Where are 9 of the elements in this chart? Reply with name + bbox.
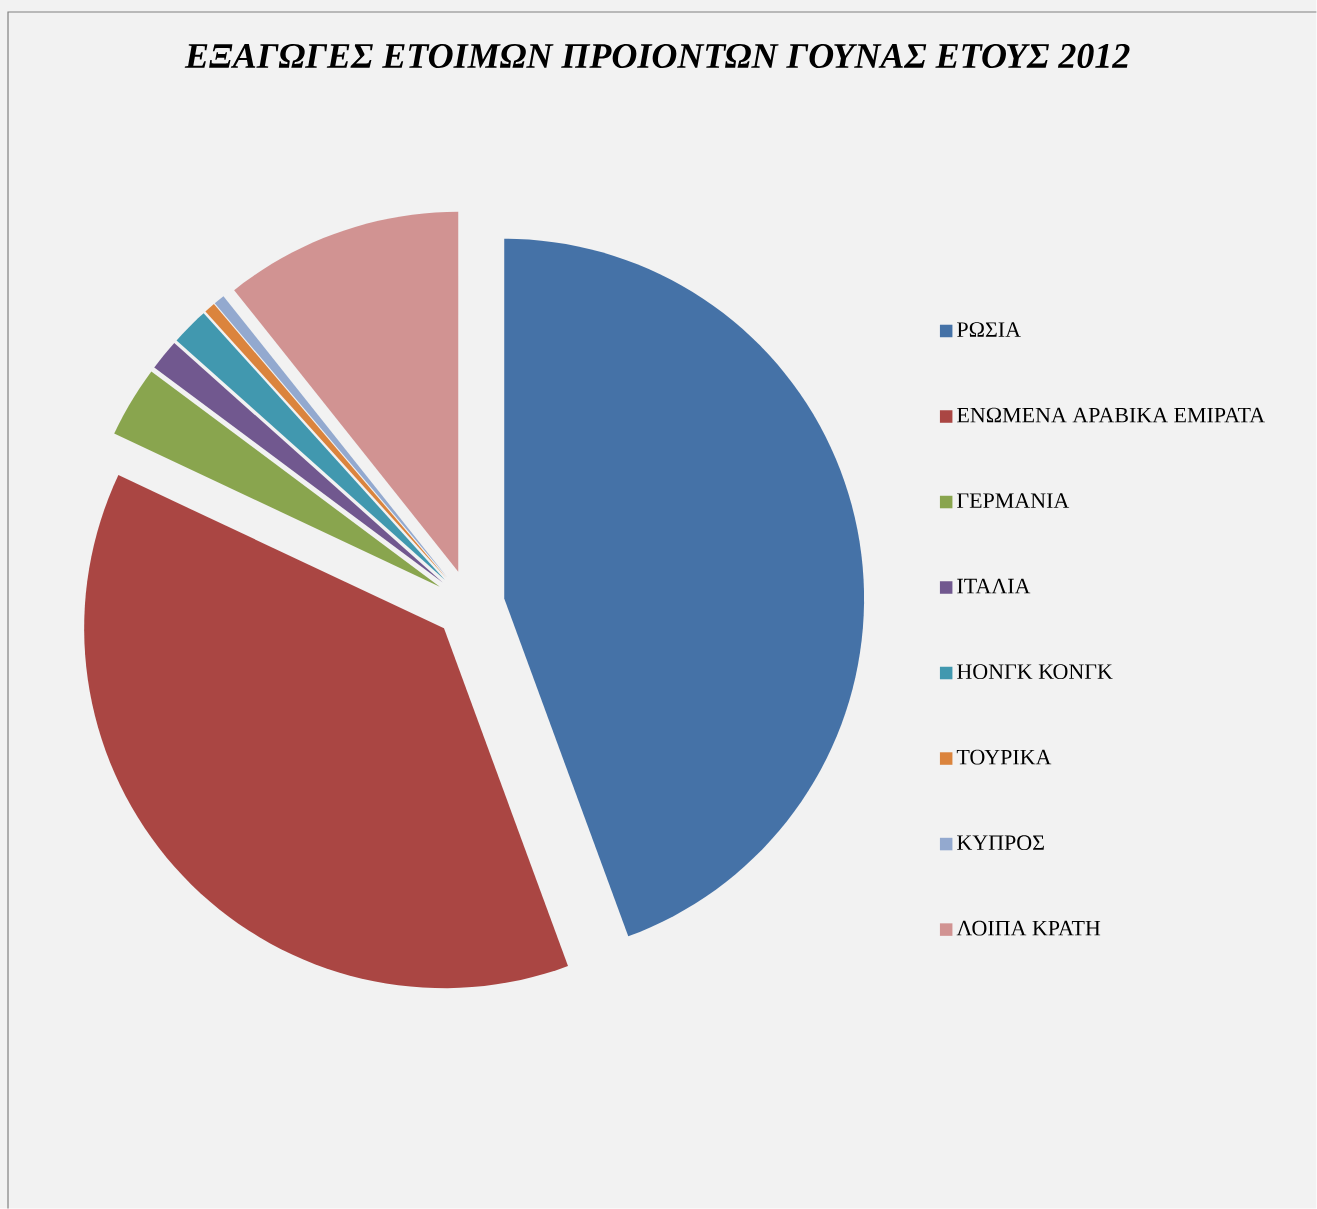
- legend-label: ΕΝΩΜΕΝΑ ΑΡΑΒΙΚΑ ΕΜΙΡΑΤΑ: [957, 407, 1265, 423]
- legend-label: ΗΟΝΓΚ ΚΟΝΓΚ: [957, 664, 1113, 679]
- chart-title: ΕΞΑΓΩΓΕΣ ΕΤΟΙΜΩΝ ΠΡΟΙΟΝΤΩΝ ΓΟΥΝΑΣ ΕΤΟΥΣ 2012: [184, 43, 1130, 69]
- legend-label: ΡΩΣΙΑ: [957, 322, 1021, 337]
- legend-label: ΙΤΑΛΙΑ: [957, 578, 1031, 594]
- legend-label: ΛΟΙΠΑ ΚΡΑΤΗ: [956, 920, 1101, 936]
- legend-label: ΓΕΡΜΑΝΙΑ: [957, 493, 1070, 508]
- legend-label: ΚΥΠΡΟΣ: [957, 835, 1044, 851]
- legend-label: ΤΟΥΡΙΚΑ: [956, 749, 1052, 765]
